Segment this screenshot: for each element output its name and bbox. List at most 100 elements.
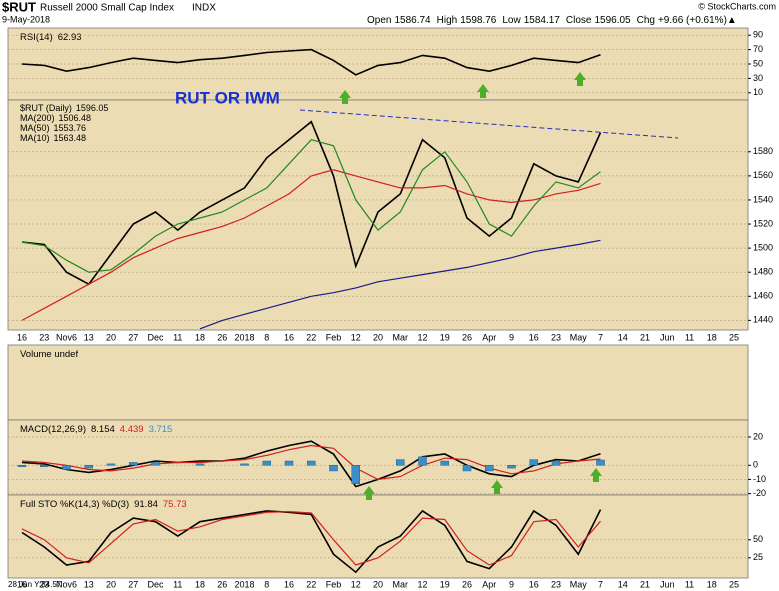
legend-entry: MA(200) 1506.48 (20, 113, 91, 123)
x-tick-label: 23 (39, 579, 49, 589)
x-tick-label: 20 (373, 579, 383, 589)
histogram-bar (307, 460, 316, 466)
histogram-bar (596, 459, 605, 466)
x-tick-label: 7 (598, 579, 603, 589)
x-tick-label: 25 (729, 332, 739, 342)
resistance-line (299, 109, 679, 139)
legend-value: 1563.48 (54, 133, 87, 143)
histogram-bar (284, 460, 294, 466)
histogram-bar (485, 465, 494, 472)
series-line (21, 48, 601, 76)
histogram-bar (129, 462, 138, 466)
y-tick-label: 1560 (753, 170, 773, 180)
arrow (491, 480, 503, 494)
legend-value: 62.93 (58, 32, 82, 43)
x-tick-label: 16 (529, 579, 539, 589)
y-tick-label: -20 (753, 488, 766, 498)
legend-name: $RUT (Daily) (20, 103, 72, 113)
quote-value: 1598.76 (460, 15, 497, 26)
y-tick-label: -10 (753, 474, 766, 484)
panel (7, 344, 749, 421)
x-tick-label: May (570, 579, 588, 589)
x-tick-label: 20 (106, 332, 116, 342)
cursor-readout: 28 Jun Y:84.57 (8, 580, 62, 589)
series-line (21, 440, 601, 488)
x-tick-label: 12 (351, 579, 361, 589)
histogram-bar (462, 465, 472, 472)
x-tick-label: 16 (17, 579, 27, 589)
quote-label: Low (502, 15, 521, 26)
x-tick-label: 12 (417, 579, 427, 589)
y-tick-label: 1460 (753, 291, 773, 301)
x-tick-label: 27 (128, 579, 138, 589)
x-tick-label: 2018 (234, 579, 254, 589)
x-tick-label: 16 (529, 332, 539, 342)
x-tick-label: 2018 (234, 332, 254, 342)
quote-label: Open (367, 15, 391, 26)
x-tick-label: 8 (264, 332, 269, 342)
series-line (21, 139, 601, 273)
histogram-bar (62, 465, 71, 470)
histogram-bar (195, 463, 205, 466)
x-tick-label: Mar (393, 579, 409, 589)
panels: 16 23 Nov6 13 20 27 Dec 11 18 26 2018 8 16 22 Feb 12 20 M… (7, 27, 773, 589)
series-line (21, 169, 601, 321)
legend-entry: MA(50) 1553.76 (20, 123, 86, 133)
y-tick-label: 50 (753, 58, 763, 68)
arrow (590, 468, 602, 482)
x-tick-label: 20 (106, 579, 116, 589)
arrow (477, 84, 489, 98)
x-tick-label: 14 (618, 332, 628, 342)
legend-name: MA(50) (20, 123, 50, 133)
y-tick-label: 10 (753, 87, 763, 97)
x-tick-label: 16 (284, 579, 294, 589)
legend-entry: $RUT (Daily) 1596.05 (20, 103, 108, 113)
quote-label: Close (566, 15, 592, 26)
x-tick-label: 18 (707, 332, 717, 342)
exchange: INDX (192, 3, 216, 14)
arrow (363, 486, 375, 500)
y-tick-label: 0 (753, 460, 758, 470)
y-tick-label: 1500 (753, 242, 773, 252)
arrow (339, 90, 351, 104)
x-tick-label: 16 (284, 332, 294, 342)
symbol: $RUT (2, 0, 36, 14)
histogram-bar (262, 460, 271, 466)
panel-legend: MACD(12,26,9) 8.154 4.439 3.715 (20, 424, 172, 435)
x-tick-label: Mar (393, 332, 409, 342)
x-tick-label: 9 (509, 332, 514, 342)
series-line (21, 510, 601, 566)
histogram-bar (240, 463, 249, 466)
quote-value: 1586.74 (394, 15, 431, 26)
x-tick-label: 26 (217, 579, 227, 589)
x-tick-label: 18 (707, 579, 717, 589)
x-tick-label: 11 (685, 332, 694, 342)
x-tick-label: 22 (306, 332, 316, 342)
x-tick-label: Feb (326, 579, 342, 589)
x-tick-label: Nov6 (56, 579, 77, 589)
x-tick-label: Apr (482, 579, 496, 589)
histogram-bar (351, 465, 360, 484)
x-tick-label: 12 (417, 332, 427, 342)
y-tick-label: 1580 (753, 146, 773, 156)
x-tick-label: 9 (509, 579, 514, 589)
x-tick-label: 26 (462, 332, 472, 342)
x-tick-label: 26 (217, 332, 227, 342)
annotation: RUT OR IWM (175, 88, 280, 107)
y-tick-label: 90 (753, 30, 763, 40)
quote-value: 1596.05 (594, 15, 631, 26)
panel (7, 419, 749, 496)
legend-value: 75.73 (163, 499, 187, 510)
histogram-bar (17, 465, 27, 467)
legend-value: 1596.05 (76, 103, 109, 113)
x-tick-label: 21 (640, 332, 650, 342)
x-tick-label: 18 (195, 579, 205, 589)
x-tick-label: Nov6 (56, 332, 77, 342)
legend-entry: MA(10) 1563.48 (20, 133, 86, 143)
x-tick-label: Feb (326, 332, 342, 342)
histogram-bar (40, 465, 49, 467)
histogram-bar (106, 463, 116, 466)
panel-legend: Volume undef (20, 349, 78, 360)
x-tick-label: 23 (551, 579, 561, 589)
